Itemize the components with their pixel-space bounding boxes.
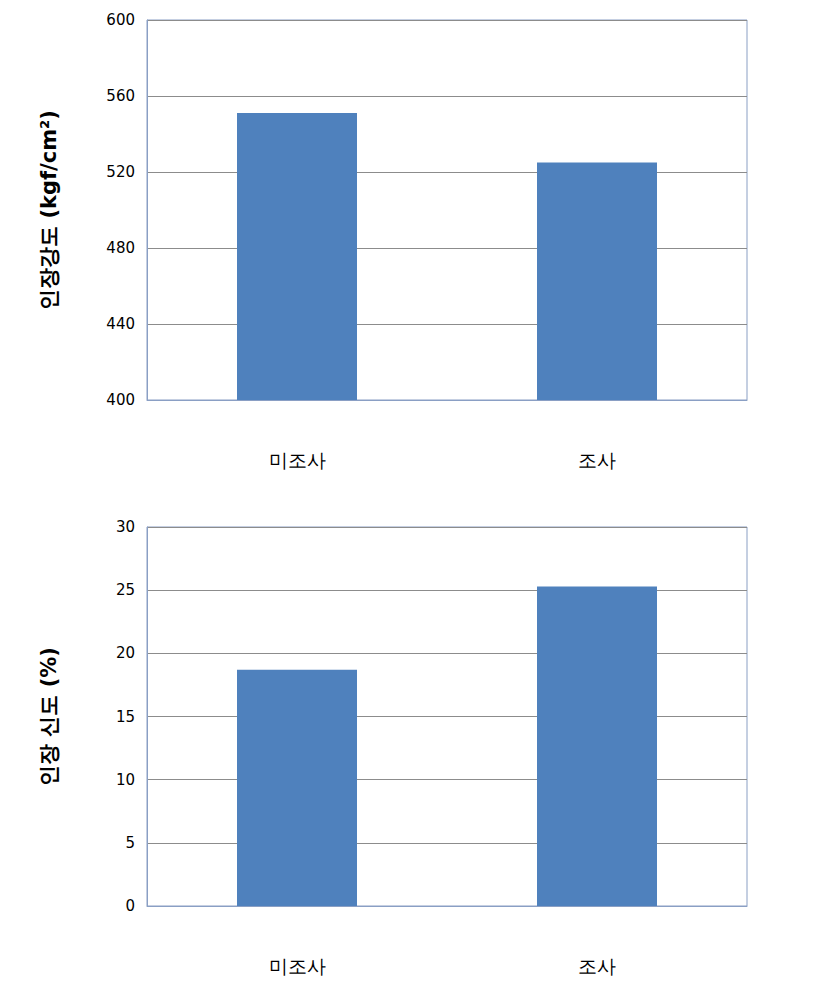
- svg-text:미조사: 미조사: [269, 449, 326, 471]
- svg-text:560: 560: [106, 87, 135, 105]
- svg-text:미조사: 미조사: [269, 955, 326, 977]
- svg-text:25: 25: [116, 581, 135, 599]
- svg-text:480: 480: [106, 239, 135, 257]
- svg-text:인장 신도 (%): 인장 신도 (%): [37, 647, 61, 786]
- svg-text:440: 440: [106, 315, 135, 333]
- svg-text:400: 400: [106, 391, 135, 409]
- svg-text:인장강도 (kgf/cm²): 인장강도 (kgf/cm²): [37, 110, 61, 310]
- svg-text:조사: 조사: [578, 449, 616, 471]
- svg-text:0: 0: [125, 897, 135, 915]
- svg-text:5: 5: [125, 834, 135, 852]
- svg-text:600: 600: [106, 11, 135, 29]
- svg-text:20: 20: [116, 644, 135, 662]
- svg-text:520: 520: [106, 163, 135, 181]
- svg-text:조사: 조사: [578, 955, 616, 977]
- svg-text:10: 10: [116, 771, 135, 789]
- svg-text:15: 15: [116, 708, 135, 726]
- svg-text:30: 30: [116, 518, 135, 536]
